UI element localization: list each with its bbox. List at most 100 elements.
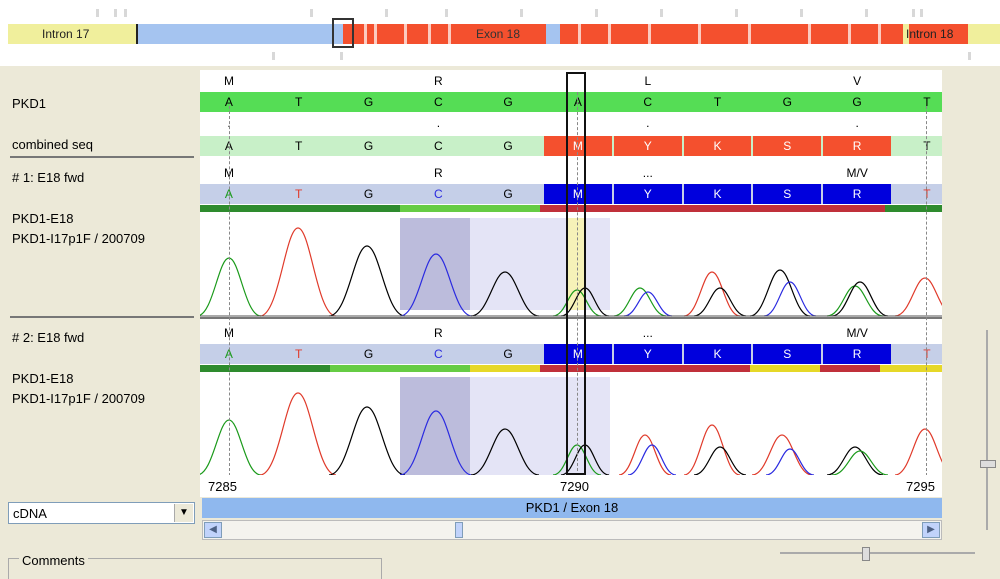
chromatogram-peak: [831, 450, 889, 475]
highlight-region-gray: [400, 218, 470, 310]
combined-seq-base[interactable]: A: [224, 139, 233, 153]
highlight-region-gray: [400, 377, 470, 475]
horizontal-scrollbar[interactable]: ◀ ▶: [202, 520, 942, 540]
ref-seq-base[interactable]: T: [295, 95, 303, 109]
trace2-seq-base[interactable]: G: [503, 347, 513, 361]
trace2-seq-base[interactable]: A: [224, 347, 233, 361]
trace1-title: # 1: E18 fwd: [12, 170, 85, 185]
trace1-seq-base[interactable]: T: [295, 187, 303, 201]
trace2-seq-base[interactable]: G: [363, 347, 374, 361]
chromatogram-peak: [765, 448, 815, 475]
slider-thumb[interactable]: [862, 547, 870, 561]
combined-seq-base[interactable]: C: [433, 139, 443, 153]
trace1-seq-base[interactable]: C: [433, 187, 443, 201]
track-separator: [10, 156, 194, 158]
overview-tick: [310, 9, 313, 17]
trace2-chromatogram[interactable]: [200, 377, 942, 475]
codon-dot: .: [855, 116, 859, 130]
scrollbar-thumb[interactable]: [455, 522, 463, 538]
axis-label-right: 7295: [906, 479, 935, 494]
trace2-quality-bar: [200, 365, 942, 372]
ref-seq-base[interactable]: G: [852, 95, 862, 109]
ref-seq-base[interactable]: C: [433, 95, 443, 109]
trace1-seq-base[interactable]: A: [224, 187, 233, 201]
trace1-seq-base[interactable]: R: [823, 184, 891, 204]
track-labels-pane: PKD1 combined seq # 1: E18 fwd PKD1-E18 …: [0, 66, 200, 486]
exon-gap: [808, 24, 811, 44]
combined-seq-base[interactable]: T: [923, 139, 931, 153]
scroll-left-icon[interactable]: ◀: [204, 522, 222, 538]
blue-segment: [138, 24, 343, 44]
sequence-type-dropdown[interactable]: cDNA ▼: [8, 502, 195, 524]
cursor-column[interactable]: [566, 72, 586, 475]
ref-seq-base[interactable]: G: [503, 95, 513, 109]
vertical-zoom-slider[interactable]: [976, 330, 1000, 530]
chromatogram-peak: [399, 410, 473, 475]
trace2-seq-base[interactable]: S: [753, 344, 822, 364]
amino-acid-label: R: [434, 326, 443, 340]
chromatogram-peak: [749, 269, 811, 317]
combined-seq-base[interactable]: G: [363, 139, 374, 153]
chromatogram-peak: [894, 428, 942, 475]
overview-viewport-marker[interactable]: [332, 18, 354, 48]
ref-seq-base[interactable]: A: [224, 95, 233, 109]
quality-segment: [330, 365, 470, 372]
overview-tick: [520, 9, 523, 17]
trace1-chromatogram[interactable]: [200, 218, 942, 318]
scroll-right-icon[interactable]: ▶: [922, 522, 940, 538]
quality-segment: [820, 365, 880, 372]
trace1-seq-base[interactable]: S: [753, 184, 822, 204]
highlight-region-light: [470, 218, 610, 310]
combined-seq-base[interactable]: R: [823, 136, 891, 156]
slider-thumb[interactable]: [980, 460, 996, 468]
combined-seq-base[interactable]: G: [503, 139, 513, 153]
chromatogram-peak: [200, 419, 262, 475]
chevron-down-icon[interactable]: ▼: [174, 504, 193, 522]
trace1-seq-base[interactable]: K: [683, 184, 752, 204]
ref-seq-base[interactable]: G: [363, 95, 374, 109]
exon-18-segment: [343, 24, 903, 44]
chromatogram-peak: [259, 227, 337, 317]
chromatogram-peak: [683, 424, 741, 475]
amino-acid-label: M/V: [846, 326, 868, 340]
trace1-seq-base[interactable]: G: [363, 187, 374, 201]
trace1-seq-base[interactable]: T: [923, 187, 931, 201]
guide-line: [577, 92, 578, 475]
overview-tick: [385, 9, 388, 17]
ref-seq-base[interactable]: C: [643, 95, 653, 109]
trace2-seq-base[interactable]: T: [923, 347, 931, 361]
combined-seq-base[interactable]: K: [683, 136, 752, 156]
intron-18-segment: [968, 24, 1000, 44]
sequence-overview[interactable]: Intron 17 Exon 18 Intron 18: [0, 0, 1000, 66]
combined-seq-base[interactable]: Y: [613, 136, 682, 156]
amino-acid-label: V: [853, 74, 862, 88]
trace1-quality-bar: [200, 205, 942, 212]
trace2-seq-base[interactable]: T: [295, 347, 303, 361]
trace2-seq-base[interactable]: C: [433, 347, 443, 361]
combined-seq-base[interactable]: T: [295, 139, 303, 153]
ref-seq-base[interactable]: T: [923, 95, 931, 109]
trace1-seq-base[interactable]: G: [503, 187, 513, 201]
trace2-seq-base[interactable]: R: [823, 344, 891, 364]
combined-seq-base[interactable]: S: [753, 136, 822, 156]
chromatogram-peak: [693, 446, 747, 475]
chromatogram-peak: [894, 277, 942, 317]
exon-annotation-bar[interactable]: PKD1 / Exon 18: [202, 498, 942, 518]
overview-tick: [124, 9, 127, 17]
overview-tick: [114, 9, 117, 17]
exon-gap: [364, 24, 367, 44]
ref-seq-base[interactable]: G: [782, 95, 792, 109]
trace1-seq-base[interactable]: Y: [613, 184, 682, 204]
trace2-seq-base[interactable]: Y: [613, 344, 682, 364]
trace2-seq-base[interactable]: K: [683, 344, 752, 364]
chromatogram-peak: [470, 428, 540, 475]
guide-line: [229, 106, 230, 475]
ref-seq-base[interactable]: T: [713, 95, 722, 109]
horizontal-zoom-slider[interactable]: [780, 545, 975, 565]
chromatogram-peak: [399, 253, 473, 317]
